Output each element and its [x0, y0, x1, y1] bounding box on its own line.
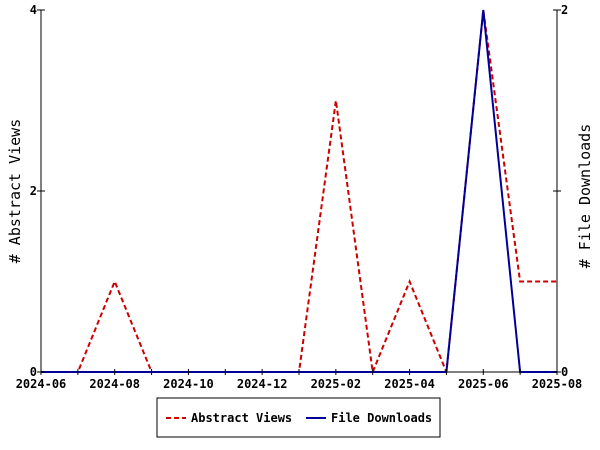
x-tick-label: 2025-04 [384, 377, 435, 391]
y2-tick-label: 2 [561, 3, 568, 17]
x-tick-label: 2024-10 [163, 377, 214, 391]
axes [40, 10, 558, 373]
x-tick-label: 2025-02 [311, 377, 362, 391]
y-tick-label: 0 [30, 365, 37, 379]
x-tick-label: 2025-08 [532, 377, 583, 391]
legend: Abstract Views File Downloads [156, 397, 441, 438]
legend-box [156, 397, 441, 438]
ticks-layer: 0 2 4 0 2 2024-06 2024-08 2024-10 2024-12 2025-02… [16, 3, 583, 391]
x-tick-label: 2024-12 [237, 377, 288, 391]
series-line-file-downloads [41, 9, 557, 373]
x-tick-label: 2024-06 [16, 377, 67, 391]
y-tick-label: 4 [30, 3, 37, 17]
y2-axis-title: # File Downloads [576, 124, 594, 269]
legend-label-abstract-views: Abstract Views [191, 411, 292, 425]
y-tick-label: 2 [30, 184, 37, 198]
x-tick-label: 2025-06 [458, 377, 509, 391]
y2-tick-label: 0 [561, 365, 568, 379]
legend-label-file-downloads: File Downloads [331, 411, 432, 425]
series-line-abstract-views [41, 9, 557, 376]
series-layer [41, 9, 557, 376]
x-tick-label: 2024-08 [89, 377, 140, 391]
y-axis-title: # Abstract Views [6, 119, 24, 264]
